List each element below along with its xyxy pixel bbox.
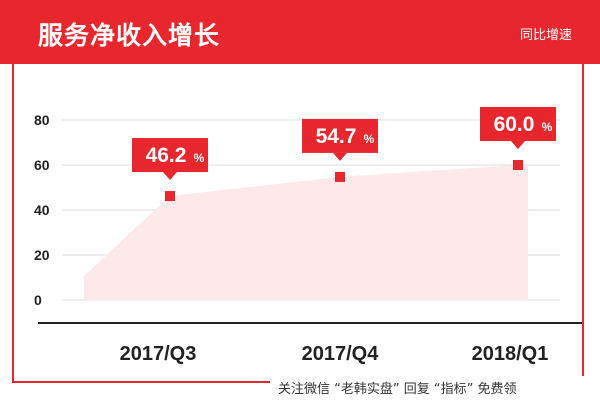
callout-pointer	[163, 172, 177, 181]
chart-title: 服务净收入增长	[38, 21, 221, 50]
data-label-unit: %	[542, 120, 553, 134]
y-tick-label: 0	[34, 292, 42, 308]
data-point	[335, 171, 345, 182]
header-bar: 服务净收入增长 同比增速	[0, 0, 600, 64]
callout-60.0: 60.0%	[480, 107, 556, 149]
y-tick-label: 40	[34, 202, 50, 218]
y-tick-label: 20	[34, 247, 50, 263]
callout-box	[132, 138, 208, 173]
data-label: 54.7	[316, 125, 357, 148]
y-tick-label: 80	[34, 112, 50, 128]
data-label-unit: %	[364, 132, 375, 146]
y-tick-label: 60	[34, 157, 50, 173]
callout-54.7: 54.7%	[302, 118, 378, 161]
x-tick-label: 2018/Q1	[472, 343, 549, 365]
data-point	[165, 191, 175, 202]
footer-note: 关注微信 “老韩实盘” 回复 “指标” 免费领	[270, 376, 600, 403]
area-series	[84, 165, 528, 300]
callout-pointer	[511, 141, 525, 149]
x-tick-label: 2017/Q3	[120, 343, 197, 365]
callout-box	[480, 107, 556, 141]
header-note: 同比增速	[519, 28, 572, 43]
callout-pointer	[333, 152, 347, 161]
data-label: 60.0	[494, 113, 535, 136]
callout-46.2: 46.2%	[132, 138, 208, 181]
x-tick-label: 2017/Q4	[302, 343, 380, 365]
data-point	[513, 160, 523, 170]
data-label: 46.2	[146, 144, 187, 167]
data-label-unit: %	[194, 151, 205, 165]
callout-box	[302, 118, 378, 153]
